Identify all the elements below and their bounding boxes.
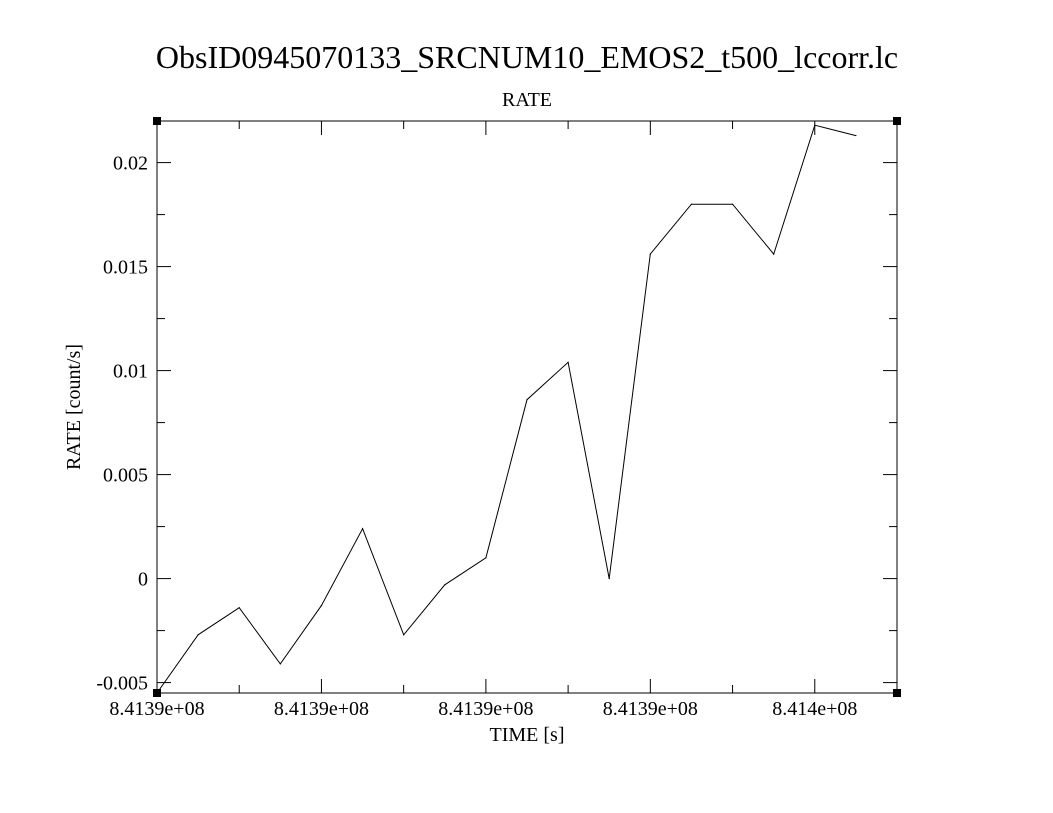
x-tick-labels: 8.4139e+08 8.4139e+08 8.4139e+08 8.4139e+08…	[109, 698, 857, 720]
data-point-0-5	[361, 528, 364, 530]
corner-marker-1	[893, 117, 901, 125]
data-point-0-15	[773, 253, 775, 255]
data-point-0-1	[197, 634, 199, 636]
x-axis-label: TIME [s]	[490, 724, 565, 746]
x-tick-label-3: 8.4139e+08	[603, 698, 698, 720]
minor-ticks	[157, 121, 897, 693]
x-tick-label-4: 8.414e+08	[772, 698, 857, 720]
data-point-0-13	[690, 203, 693, 205]
chart-title: ObsID0945070133_SRCNUM10_EMOS2_t500_lcco…	[156, 39, 898, 75]
chart-subtitle: RATE	[502, 89, 552, 111]
y-tick-labels: -0.005 0 0.005 0.01 0.015 0.02	[96, 153, 148, 695]
data-point-0-0	[156, 692, 158, 694]
series-group	[156, 124, 857, 694]
data-point-0-9	[526, 399, 528, 401]
series-line-0	[156, 124, 857, 694]
y-axis-label: RATE [count/s]	[63, 344, 85, 470]
y-tick-label-3: 0.01	[113, 361, 148, 383]
major-ticks	[156, 121, 897, 693]
data-point-0-2	[238, 607, 240, 609]
x-tick-label-0: 8.4139e+08	[109, 698, 204, 720]
data-point-0-7	[444, 584, 446, 586]
y-tick-label-1: 0	[138, 569, 148, 591]
plot-frame	[156, 120, 898, 694]
data-point-0-4	[320, 605, 323, 607]
corner-marker-3	[893, 689, 901, 697]
data-point-0-16	[814, 124, 816, 126]
data-point-0-3	[279, 663, 281, 665]
corner-markers	[153, 117, 901, 697]
x-tick-label-1: 8.4139e+08	[274, 698, 369, 720]
y-tick-label-5: 0.02	[113, 153, 148, 175]
data-point-0-17	[855, 134, 857, 137]
y-tick-label-0: -0.005	[96, 673, 148, 695]
y-tick-label-2: 0.005	[103, 465, 148, 487]
data-point-0-12	[649, 253, 651, 255]
x-tick-label-2: 8.4139e+08	[438, 698, 533, 720]
data-point-0-8	[485, 557, 487, 559]
data-point-0-14	[731, 203, 734, 205]
data-point-0-6	[403, 634, 405, 636]
corner-marker-0	[153, 117, 161, 125]
y-tick-label-4: 0.015	[103, 257, 148, 279]
data-point-0-10	[567, 361, 569, 363]
data-point-0-11	[608, 578, 610, 580]
